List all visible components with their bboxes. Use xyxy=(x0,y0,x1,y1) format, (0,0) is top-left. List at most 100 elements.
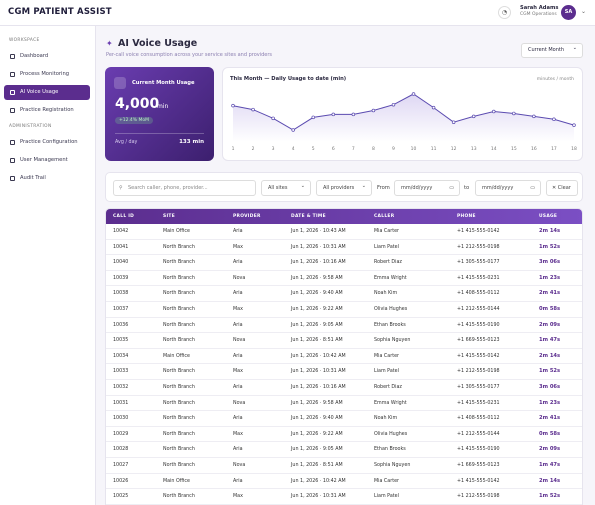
x-tick-label: 8 xyxy=(372,146,375,152)
nav-icon xyxy=(10,176,15,181)
table-cell: 2m 14s xyxy=(539,352,561,359)
table-row[interactable]: 10042 Main Office Aria Jun 1, 2026 · 10:43 … xyxy=(106,224,582,240)
nav-item[interactable]: Practice Registration xyxy=(4,103,90,118)
nav-item[interactable]: Dashboard xyxy=(4,49,90,64)
table-cell: 10034 xyxy=(113,353,129,359)
table-row[interactable]: 10040 North Branch Aria Jun 1, 2026 · 10:16… xyxy=(106,255,582,271)
summary-change: +12.4% MoM xyxy=(115,117,154,124)
x-tick-label: 2 xyxy=(252,146,255,152)
site-select[interactable]: All sites ⌄ xyxy=(261,180,311,196)
point xyxy=(371,108,376,113)
table-cell: 10025 xyxy=(113,494,129,500)
table-row[interactable]: 10028 North Branch Aria Jun 1, 2026 · 9:05 … xyxy=(106,442,582,458)
user-role: CGM Operations xyxy=(520,12,557,17)
table-cell: Jun 1, 2026 · 10:31 AM xyxy=(291,494,346,500)
table-cell: 3m 06s xyxy=(539,384,561,390)
provider-select-text: All providers xyxy=(323,185,355,191)
nav-item[interactable]: User Management xyxy=(4,153,90,168)
table-cell: +1 212-555-0144 xyxy=(457,307,500,312)
table-cell: 0m 58s xyxy=(539,306,561,312)
user-menu[interactable]: ⌄ xyxy=(581,8,587,15)
table-cell: 1m 23s xyxy=(539,399,561,406)
table-cell: Emma Wright xyxy=(374,275,407,281)
table-header: CALL ID SITE PROVIDER DATE & TIME CALLER PHON… xyxy=(106,209,582,224)
point xyxy=(471,114,476,119)
table-cell: Nova xyxy=(233,338,246,344)
table-cell: Jun 1, 2026 · 10:31 AM xyxy=(291,369,346,375)
clear-button[interactable]: ✕ Clear xyxy=(546,180,578,196)
table-cell: North Branch xyxy=(163,463,195,468)
table-cell: 10029 xyxy=(113,431,129,437)
summary-value: 4,000 xyxy=(115,96,160,112)
table-cell: Jun 1, 2026 · 9:58 AM xyxy=(291,400,343,406)
table-cell: +1 669-555-0123 xyxy=(457,338,500,344)
table-cell: Jun 1, 2026 · 9:05 AM xyxy=(291,322,343,328)
table-cell: Main Office xyxy=(163,353,190,359)
table-cell: North Branch xyxy=(163,322,195,328)
table-row[interactable]: 10027 North Branch Nova Jun 1, 2026 · 8:51 … xyxy=(106,458,582,474)
x-tick-label: 10 xyxy=(411,146,417,152)
point xyxy=(431,105,436,110)
nav-item[interactable]: Audit Trail xyxy=(4,171,90,186)
table-cell: 10040 xyxy=(113,260,129,266)
table-cell: Aria xyxy=(233,385,243,390)
notifications[interactable]: ◔ xyxy=(498,6,511,19)
table-cell: Liam Patel xyxy=(374,244,399,250)
table-cell: Noah Kim xyxy=(374,416,398,422)
table-cell: +1 415-555-0190 xyxy=(457,322,500,328)
table-cell: Max xyxy=(233,307,243,312)
nav-icon xyxy=(10,54,15,59)
table-cell: +1 415-555-0231 xyxy=(457,275,500,281)
chart: 1 2 3 4 5 6 7 8 9 10 11 12 13 14 15 16 17 18 xyxy=(231,92,577,152)
nav-label: User Management xyxy=(20,157,68,163)
avg-label: Avg / day xyxy=(115,140,138,145)
nav-item[interactable]: AI Voice Usage xyxy=(4,85,90,100)
point xyxy=(351,112,356,117)
table-row[interactable]: 10033 North Branch Max Jun 1, 2026 · 10:31 … xyxy=(106,364,582,380)
column-header: DATE & TIME xyxy=(291,214,326,219)
table-cell: Max xyxy=(233,244,243,250)
table-row[interactable]: 10031 North Branch Nova Jun 1, 2026 · 9:58 … xyxy=(106,396,582,412)
table-row[interactable]: 10041 North Branch Max Jun 1, 2026 · 10:31 … xyxy=(106,240,582,256)
table-cell: Robert Diaz xyxy=(374,385,402,390)
point xyxy=(552,117,556,122)
table-row[interactable]: 10039 North Branch Nova Jun 1, 2026 · 9:58 … xyxy=(106,271,582,287)
table-cell: +1 669-555-0123 xyxy=(457,463,500,468)
to-date[interactable]: mm/dd/yyyy ▭ xyxy=(475,180,541,196)
table-cell: 10036 xyxy=(113,322,129,328)
table-cell: +1 305-555-0177 xyxy=(457,385,500,390)
table-row[interactable]: 10026 Main Office Aria Jun 1, 2026 · 10:42 … xyxy=(106,474,582,490)
search-input[interactable]: ⚲ Search caller, phone, provider... xyxy=(113,180,256,196)
provider-select[interactable]: All providers ⌄ xyxy=(316,180,372,196)
column-header: USAGE xyxy=(539,214,558,219)
table-row[interactable]: 10038 North Branch Aria Jun 1, 2026 · 9:40 … xyxy=(106,286,582,302)
table-cell: North Branch xyxy=(163,385,195,390)
avg-value: 133 min xyxy=(179,139,204,145)
x-tick-label: 12 xyxy=(451,146,457,152)
brand[interactable]: CGM PATIENT ASSIST xyxy=(8,7,112,17)
table-row[interactable]: 10032 North Branch Aria Jun 1, 2026 · 10:16… xyxy=(106,380,582,396)
table-row[interactable]: 10035 North Branch Nova Jun 1, 2026 · 8:51 … xyxy=(106,333,582,349)
period-select[interactable]: Current Month xyxy=(521,42,583,58)
avatar[interactable]: SA xyxy=(561,5,576,20)
table-row[interactable]: 10029 North Branch Max Jun 1, 2026 · 9:22 A… xyxy=(106,427,582,443)
table-row[interactable]: 10037 North Branch Max Jun 1, 2026 · 9:22 A… xyxy=(106,302,582,318)
table-cell: 2m 41s xyxy=(539,415,561,422)
point xyxy=(512,111,516,116)
x-tick-label: 17 xyxy=(551,146,557,152)
table-cell: Max xyxy=(233,494,243,500)
nav-item[interactable]: Process Monitoring xyxy=(4,67,90,82)
nav-item[interactable]: Practice Configuration xyxy=(4,135,90,150)
table-row[interactable]: 10030 North Branch Aria Jun 1, 2026 · 9:40 … xyxy=(106,411,582,427)
table-cell: 2m 14s xyxy=(539,228,561,234)
table-row[interactable]: 10025 North Branch Max Jun 1, 2026 · 10:31 … xyxy=(106,489,582,505)
nav-icon xyxy=(10,140,15,145)
table-row[interactable]: 10036 North Branch Aria Jun 1, 2026 · 9:05 … xyxy=(106,318,582,334)
from-date[interactable]: mm/dd/yyyy ▭ xyxy=(394,180,460,196)
table-cell: 10032 xyxy=(113,385,129,390)
user-name[interactable]: Sarah Adams xyxy=(520,5,559,11)
x-tick-label: 13 xyxy=(471,146,477,152)
table-row[interactable]: 10034 Main Office Aria Jun 1, 2026 · 10:42 … xyxy=(106,349,582,365)
x-tick-label: 14 xyxy=(491,146,497,152)
to-placeholder: mm/dd/yyyy xyxy=(482,185,514,191)
